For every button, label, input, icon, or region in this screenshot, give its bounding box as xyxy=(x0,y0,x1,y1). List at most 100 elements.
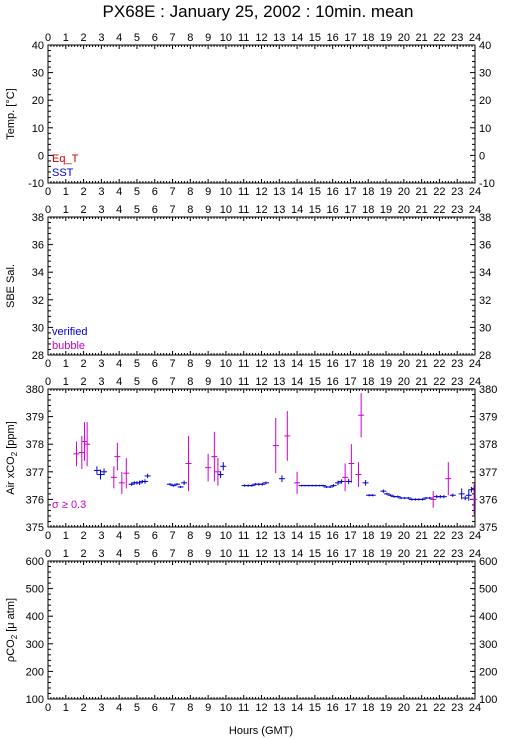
x-tick-label: 0 xyxy=(45,548,51,560)
x-tick-label: 20 xyxy=(398,358,410,370)
y-tick-label: 32 xyxy=(479,295,491,307)
legend-bubble: bubble xyxy=(52,340,85,352)
x-tick-label: 7 xyxy=(169,702,175,714)
pco2-panel: 0011223344556677889910101111121213131414… xyxy=(5,548,497,714)
y-tick-label: 377 xyxy=(26,467,44,479)
salinity-ticks xyxy=(47,216,476,356)
x-tick-label: 21 xyxy=(416,32,428,44)
x-tick-label: 8 xyxy=(187,32,193,44)
y-tick-label: 34 xyxy=(479,267,491,279)
x-tick-label: 5 xyxy=(134,186,140,198)
x-tick-label: 16 xyxy=(327,530,339,542)
x-tick-label: 7 xyxy=(169,204,175,216)
x-tick-label: 16 xyxy=(327,548,339,560)
pco2-y-axis-label: ρCO2 [μ atm] xyxy=(5,598,19,662)
legend-eq-t: Eq_T xyxy=(52,153,79,165)
x-tick-label: 18 xyxy=(362,186,374,198)
y-tick-label: 300 xyxy=(26,639,44,651)
x-tick-label: 16 xyxy=(327,376,339,388)
temperature-tick-labels: 0011223344556677889910101111121213131414… xyxy=(28,32,495,198)
air-xco2-ticks xyxy=(47,388,476,528)
x-tick-label: 11 xyxy=(238,530,249,542)
pco2-ticks xyxy=(47,560,476,700)
x-tick-label: 1 xyxy=(63,358,69,370)
x-tick-label: 22 xyxy=(433,530,445,542)
x-tick-label: 23 xyxy=(451,204,463,216)
legend-verified: verified xyxy=(52,326,87,338)
x-tick-label: 19 xyxy=(380,530,392,542)
pco2-plot-frame xyxy=(47,560,476,700)
x-tick-label: 22 xyxy=(433,702,445,714)
y-tick-label: 20 xyxy=(479,95,491,107)
x-tick-label: 12 xyxy=(255,186,267,198)
y-tick-label: 28 xyxy=(479,350,491,362)
x-tick-label: 12 xyxy=(255,376,267,388)
x-tick-label: 3 xyxy=(98,204,104,216)
y-tick-label: 380 xyxy=(479,384,497,396)
x-tick-label: 21 xyxy=(416,358,428,370)
x-tick-label: 21 xyxy=(416,530,428,542)
x-tick-label: 3 xyxy=(98,702,104,714)
x-tick-label: 14 xyxy=(291,530,303,542)
y-tick-label: 28 xyxy=(32,350,44,362)
x-tick-label: 20 xyxy=(398,702,410,714)
x-tick-label: 14 xyxy=(291,358,303,370)
temperature-panel: 0011223344556677889910101111121213131414… xyxy=(5,32,495,198)
x-tick-label: 18 xyxy=(362,32,374,44)
x-tick-label: 14 xyxy=(291,548,303,560)
x-tick-label: 4 xyxy=(116,32,122,44)
x-tick-label: 10 xyxy=(220,32,232,44)
y-tick-label: 40 xyxy=(32,40,44,52)
x-tick-label: 15 xyxy=(309,186,321,198)
y-tick-label: 30 xyxy=(479,68,491,80)
x-tick-label: 9 xyxy=(205,204,211,216)
x-tick-label: 14 xyxy=(291,32,303,44)
x-tick-label: 16 xyxy=(327,358,339,370)
x-tick-label: 0 xyxy=(45,702,51,714)
y-tick-label: 36 xyxy=(479,240,491,252)
x-tick-label: 0 xyxy=(45,186,51,198)
x-tick-label: 16 xyxy=(327,32,339,44)
air-xco2-panel: 0011223344556677889910101111121213131414… xyxy=(5,376,497,542)
x-tick-label: 13 xyxy=(273,376,285,388)
x-tick-label: 14 xyxy=(291,702,303,714)
x-tick-label: 17 xyxy=(344,548,356,560)
x-tick-label: 24 xyxy=(469,376,481,388)
x-tick-label: 15 xyxy=(309,530,321,542)
x-tick-label: 2 xyxy=(81,204,87,216)
air-xco2-data-marks xyxy=(73,393,478,515)
x-tick-label: 13 xyxy=(273,358,285,370)
x-tick-label: 21 xyxy=(416,376,428,388)
x-tick-label: 3 xyxy=(98,358,104,370)
y-tick-label: 36 xyxy=(32,240,44,252)
salinity-tick-labels: 0011223344556677889910101111121213131414… xyxy=(32,204,492,370)
x-tick-label: 0 xyxy=(45,358,51,370)
y-tick-label: 600 xyxy=(26,556,44,568)
x-tick-label: 10 xyxy=(220,358,232,370)
pco2-ylabel-unit: [μ atm] xyxy=(5,598,17,635)
x-tick-label: 1 xyxy=(63,548,69,560)
x-tick-label: 11 xyxy=(238,702,249,714)
y-tick-label: 379 xyxy=(479,412,497,424)
x-tick-label: 5 xyxy=(134,376,140,388)
x-tick-label: 1 xyxy=(63,530,69,542)
x-tick-label: 1 xyxy=(63,32,69,44)
y-tick-label: 32 xyxy=(32,295,44,307)
y-tick-label: 400 xyxy=(479,611,497,623)
x-tick-label: 17 xyxy=(344,702,356,714)
x-tick-label: 11 xyxy=(238,32,249,44)
y-tick-label: 10 xyxy=(32,123,44,135)
y-tick-label: 600 xyxy=(479,556,497,568)
x-tick-label: 11 xyxy=(238,204,249,216)
x-tick-label: 5 xyxy=(134,530,140,542)
pco2-tick-labels: 0011223344556677889910101111121213131414… xyxy=(26,548,498,714)
x-tick-label: 12 xyxy=(255,548,267,560)
air-xco2-ylabel-sub: 2 xyxy=(10,451,19,456)
y-tick-label: 379 xyxy=(26,412,44,424)
y-tick-label: 34 xyxy=(32,267,44,279)
x-tick-label: 2 xyxy=(81,376,87,388)
x-tick-label: 23 xyxy=(451,358,463,370)
x-tick-label: 9 xyxy=(205,376,211,388)
pco2-ylabel-prefix: ρCO xyxy=(5,639,17,662)
